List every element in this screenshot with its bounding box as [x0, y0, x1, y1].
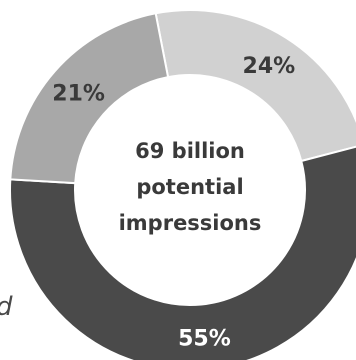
slice-labels: 24% 55% 21% [52, 54, 295, 352]
slice-label-1: 55% [178, 326, 231, 351]
donut-slices [9, 9, 356, 360]
donut-slice-0 [154, 9, 356, 163]
center-line-1: 69 billion [135, 139, 245, 163]
slice-label-0: 24% [243, 54, 296, 79]
center-line-3: impressions [119, 211, 262, 235]
slice-label-2: 21% [52, 82, 105, 107]
cropped-side-text: d [0, 292, 13, 322]
donut-slice-2 [9, 12, 170, 185]
center-text: 69 billion potential impressions [119, 139, 262, 235]
center-line-2: potential [136, 175, 243, 199]
donut-slice-1 [9, 145, 356, 360]
